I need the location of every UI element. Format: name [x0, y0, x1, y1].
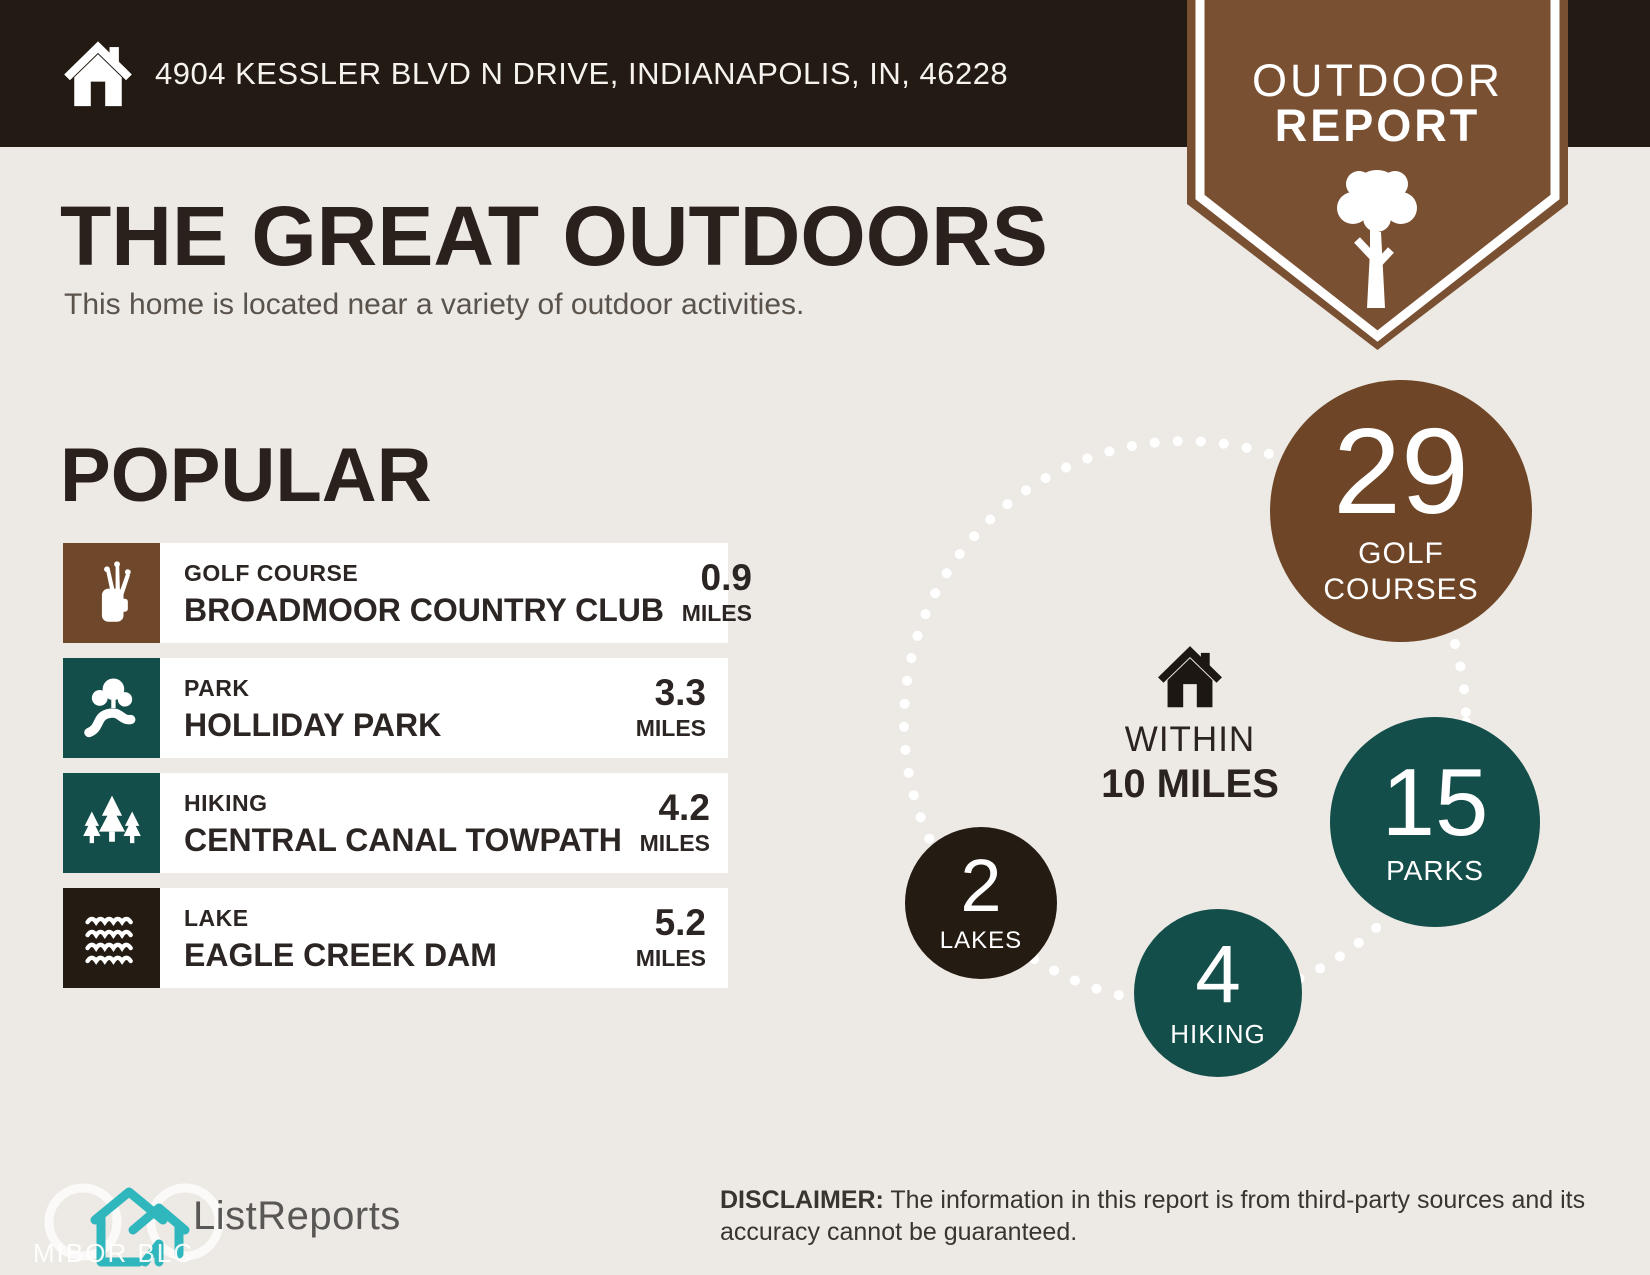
item-name: EAGLE CREEK DAM	[184, 937, 497, 973]
page-subtitle: This home is located near a variety of o…	[64, 288, 805, 321]
popular-heading: POPULAR	[60, 433, 432, 518]
stat-circle-golf-courses: 29 GOLF COURSES	[1270, 380, 1532, 642]
banner-ribbon-shape	[1187, 0, 1568, 350]
listreports-logo: ListReports	[35, 1172, 535, 1272]
item-distance: 3.3	[654, 672, 706, 713]
item-distance: 0.9	[700, 557, 752, 598]
logo-rings-watermark	[44, 1183, 224, 1261]
list-item-lake: LAKE EAGLE CREEK DAM 5.2 MILES	[63, 888, 728, 988]
stat-value: 15	[1381, 749, 1489, 857]
item-category: PARK	[184, 675, 250, 701]
pine-trees-icon	[63, 773, 160, 873]
item-name: HOLLIDAY PARK	[184, 707, 442, 743]
item-name: CENTRAL CANAL TOWPATH	[184, 822, 622, 858]
house-icon	[1158, 646, 1222, 708]
item-distance-unit: MILES	[639, 830, 710, 856]
disclaimer: DISCLAIMER: The information in this repo…	[720, 1184, 1600, 1248]
item-distance-unit: MILES	[681, 600, 752, 626]
stat-circle-lakes: 2 LAKES	[905, 827, 1057, 979]
item-category: LAKE	[184, 905, 249, 931]
tree-icon	[1337, 170, 1417, 308]
property-address: 4904 KESSLER BLVD N DRIVE, INDIANAPOLIS,…	[155, 55, 1009, 91]
stat-circle-parks: 15 PARKS	[1330, 717, 1540, 927]
stat-value: 29	[1333, 403, 1469, 540]
home-icon	[64, 41, 132, 107]
banner-line2: REPORT	[1274, 100, 1481, 151]
banner-line1: OUTDOOR	[1252, 55, 1503, 106]
within-distance: 10 MILES	[1101, 762, 1279, 806]
item-category: GOLF COURSE	[184, 560, 359, 586]
golf-bag-icon	[63, 543, 160, 643]
waves-icon	[63, 888, 160, 988]
stat-label: GOLF COURSES	[1323, 536, 1479, 606]
stat-value: 4	[1195, 929, 1241, 1021]
stat-label: PARKS	[1386, 854, 1484, 886]
page-title: THE GREAT OUTDOORS	[60, 189, 1048, 283]
item-category: HIKING	[184, 790, 268, 816]
disclaimer-label: DISCLAIMER:	[720, 1186, 884, 1214]
disclaimer-text: The information in this report is from t…	[720, 1186, 1586, 1246]
logo-text: ListReports	[193, 1194, 401, 1238]
stat-label: HIKING	[1170, 1018, 1266, 1049]
item-distance-unit: MILES	[635, 945, 706, 971]
logo-house-icon	[90, 1187, 190, 1267]
item-name: BROADMOOR COUNTRY CLUB	[184, 592, 664, 628]
stat-circle-hiking: 4 HIKING	[1134, 909, 1302, 1077]
stat-label: LAKES	[939, 926, 1023, 954]
park-trees-icon	[63, 658, 160, 758]
within-text: WITHIN	[1124, 720, 1256, 759]
list-item-golf-course: GOLF COURSE BROADMOOR COUNTRY CLUB 0.9 M…	[63, 543, 752, 643]
list-item-park: PARK HOLLIDAY PARK 3.3 MILES	[63, 658, 728, 758]
item-distance-unit: MILES	[635, 715, 706, 741]
item-distance: 4.2	[658, 787, 710, 828]
mls-attribution: MIBOR BLC	[33, 1238, 195, 1268]
item-distance: 5.2	[654, 902, 706, 943]
outdoor-report-banner: OUTDOOR REPORT	[1187, 0, 1568, 352]
within-radius-label: WITHIN 10 MILES	[1040, 641, 1340, 807]
stat-value: 2	[960, 844, 1002, 928]
list-item-hiking: HIKING CENTRAL CANAL TOWPATH 4.2 MILES	[63, 773, 728, 873]
